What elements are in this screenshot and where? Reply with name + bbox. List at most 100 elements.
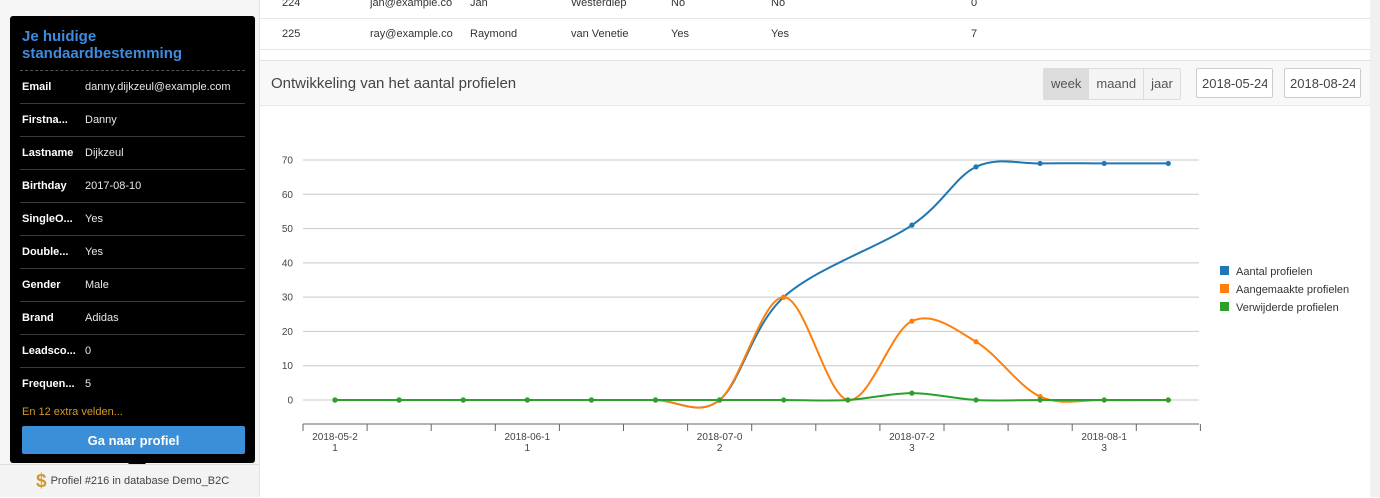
- default-destination-popup: Je huidige standaardbestemming Email dan…: [10, 16, 255, 472]
- legend-label: Verwijderde profielen: [1236, 302, 1339, 314]
- x-tick-label: 2018-08-1: [1081, 432, 1127, 443]
- field-row-leadscore: Leadsco... 0: [20, 335, 245, 368]
- cell-leadscore: 0: [971, 0, 978, 9]
- series-line-1: [335, 296, 1169, 409]
- data-point: [973, 397, 979, 403]
- y-tick-label: 50: [282, 224, 294, 235]
- cell-id: 225: [282, 28, 301, 40]
- data-point: [717, 397, 723, 403]
- legend-swatch: [1220, 302, 1229, 311]
- field-value: 0: [85, 345, 92, 357]
- x-tick-label: 1: [332, 443, 338, 454]
- popup-title: Je huidige standaardbestemming: [20, 16, 245, 71]
- cell-lastname: van Venetie: [571, 28, 629, 40]
- data-point: [909, 390, 915, 396]
- cell-email: ray@example.co: [370, 28, 453, 40]
- data-point: [588, 397, 595, 403]
- cell-singleoptin: No: [671, 0, 686, 9]
- data-point: [909, 318, 915, 324]
- field-row-birthday: Birthday 2017-08-10: [20, 170, 245, 203]
- data-point: [524, 397, 530, 403]
- data-point: [332, 397, 338, 403]
- data-point: [1165, 160, 1171, 167]
- field-value: Adidas: [85, 312, 119, 324]
- series-line-2: [335, 392, 1169, 402]
- y-tick-label: 40: [282, 258, 294, 269]
- data-point: [1037, 397, 1043, 403]
- series-line-0: [335, 160, 1169, 409]
- x-tick-label: 1: [525, 443, 531, 454]
- cell-firstname: Raymond: [470, 28, 518, 40]
- y-tick-label: 60: [282, 190, 294, 201]
- cell-doubleoptin: Yes: [771, 28, 789, 40]
- field-row-firstname: Firstna... Danny: [20, 104, 245, 137]
- dollar-icon: $: [36, 470, 47, 492]
- cell-firstname: Jan: [470, 0, 488, 9]
- x-tick-label: 2018-07-2: [889, 432, 935, 443]
- field-value: Yes: [85, 246, 103, 258]
- cell-lastname: Westerdiep: [571, 0, 627, 9]
- extra-fields-link[interactable]: En 12 extra velden...: [22, 406, 123, 418]
- field-label: Leadsco...: [22, 345, 76, 357]
- field-label: Birthday: [22, 180, 67, 192]
- cell-doubleoptin: No: [771, 0, 786, 9]
- y-tick-label: 10: [282, 361, 294, 372]
- table-row[interactable]: 225 ray@example.co Raymond van Venetie Y…: [260, 19, 1370, 50]
- profiles-table: 224 jan@example.co Jan Westerdiep No No …: [260, 0, 1370, 54]
- cell-email: jan@example.co: [370, 0, 453, 9]
- period-month-button[interactable]: maand: [1089, 69, 1145, 99]
- field-row-gender: Gender Male: [20, 269, 245, 302]
- field-label: Firstna...: [22, 114, 68, 126]
- field-label: Gender: [22, 279, 61, 291]
- field-label: Frequen...: [22, 378, 75, 390]
- y-tick-label: 20: [282, 327, 294, 338]
- field-label: Lastname: [22, 147, 74, 159]
- period-toggle: week maand jaar: [1043, 68, 1181, 100]
- scrollbar-track[interactable]: [1370, 0, 1380, 497]
- field-row-singleoptin: SingleO... Yes: [20, 203, 245, 236]
- x-tick-label: 2018-07-0: [697, 432, 743, 443]
- date-to-input[interactable]: [1284, 68, 1361, 98]
- y-tick-label: 70: [282, 156, 294, 167]
- data-point: [652, 397, 659, 403]
- field-value: Male: [85, 279, 109, 291]
- chart-title: Ontwikkeling van het aantal profielen: [271, 75, 517, 92]
- legend-swatch: [1220, 266, 1229, 275]
- period-year-button[interactable]: jaar: [1144, 69, 1180, 99]
- data-point: [1101, 160, 1107, 167]
- data-point: [396, 397, 402, 403]
- field-value: 5: [85, 378, 92, 390]
- field-row-lastname: Lastname Dijkzeul: [20, 137, 245, 170]
- field-value: danny.dijkzeul@example.com: [85, 81, 231, 93]
- data-point: [973, 339, 979, 345]
- data-point: [1101, 397, 1107, 403]
- field-row-frequency: Frequen... 5: [20, 368, 245, 400]
- x-tick-label: 2: [717, 443, 723, 454]
- field-value: Yes: [85, 213, 103, 225]
- date-from-input[interactable]: [1196, 68, 1273, 98]
- profile-development-panel: Ontwikkeling van het aantal profielen we…: [260, 60, 1370, 498]
- data-point: [460, 397, 466, 403]
- cell-leadscore: 7: [971, 28, 978, 40]
- profile-footer: $ Profiel #216 in database Demo_B2C: [0, 464, 259, 497]
- field-row-doubleoptin: Double... Yes: [20, 236, 245, 269]
- period-week-button[interactable]: week: [1044, 69, 1090, 99]
- goto-profile-button[interactable]: Ga naar profiel: [22, 426, 245, 454]
- data-point: [845, 397, 851, 403]
- x-tick-label: 3: [1101, 443, 1107, 454]
- field-value: Dijkzeul: [85, 147, 124, 159]
- data-point: [781, 294, 787, 300]
- chart-header: Ontwikkeling van het aantal profielen we…: [260, 61, 1370, 106]
- field-label: Double...: [22, 246, 69, 258]
- cell-id: 224: [282, 0, 301, 9]
- legend-label: Aantal profielen: [1236, 266, 1312, 278]
- field-value: 2017-08-10: [85, 180, 142, 192]
- table-row[interactable]: 224 jan@example.co Jan Westerdiep No No …: [260, 0, 1370, 19]
- x-tick-label: 2018-06-1: [505, 432, 551, 443]
- x-tick-label: 3: [909, 443, 915, 454]
- cell-singleoptin: Yes: [671, 28, 689, 40]
- data-point: [1037, 160, 1043, 167]
- field-value: Danny: [85, 114, 117, 126]
- legend-label: Aangemaakte profielen: [1236, 284, 1349, 296]
- data-point: [973, 164, 979, 170]
